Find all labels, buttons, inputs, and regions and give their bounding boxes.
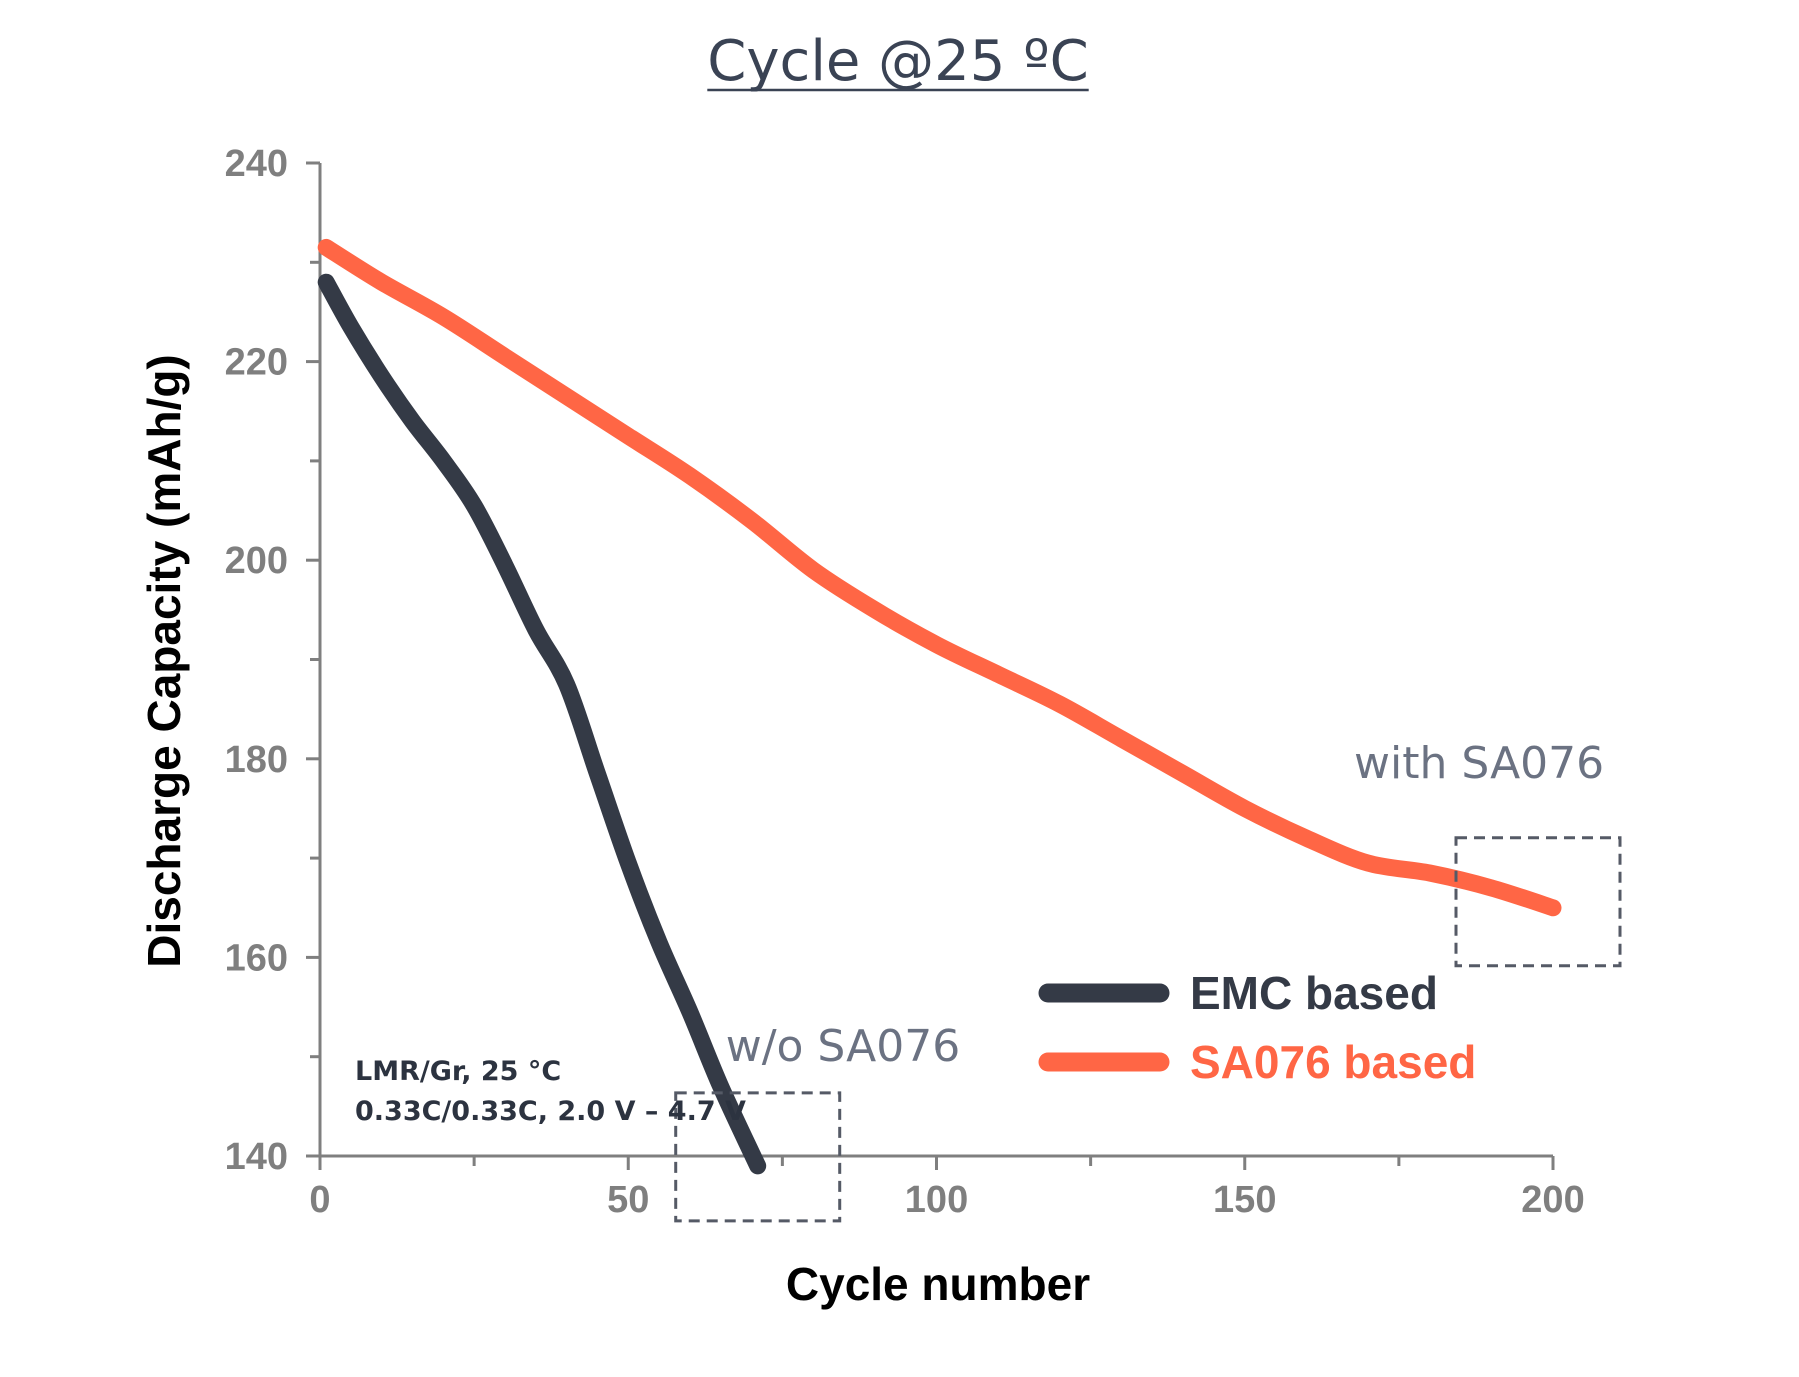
annotation-box (1454, 836, 1622, 968)
annotation-label: with SA076 (1354, 738, 1604, 789)
series-lines (317, 238, 1562, 1175)
x-axis-ticks: 0 50 100 150 200 (309, 1156, 1585, 1221)
legend-label: SA076 based (1190, 1036, 1476, 1088)
annotation-label: w/o SA076 (726, 1021, 961, 1072)
x-tick-label: 200 (1521, 1179, 1584, 1221)
y-tick-label: 220 (225, 342, 288, 384)
x-tick-label: 150 (1213, 1179, 1276, 1221)
chart-title: Cycle @25 ºC (707, 29, 1088, 94)
chart-title-group: Cycle @25 ºC (707, 29, 1089, 94)
x-axis-label: Cycle number (786, 1258, 1090, 1310)
y-tick-label: 200 (225, 540, 288, 582)
test-conditions: LMR/Gr, 25 °C 0.33C/0.33C, 2.0 V – 4.7 V (355, 1056, 746, 1127)
condition-line-2: 0.33C/0.33C, 2.0 V – 4.7 V (355, 1096, 746, 1127)
y-axis-label: Discharge Capacity (mAh/g) (138, 354, 190, 967)
y-tick-label: 160 (225, 937, 288, 979)
annotations: w/o SA076 with SA076 (674, 738, 1622, 1223)
y-tick-label: 180 (225, 739, 288, 781)
y-tick-label: 140 (225, 1136, 288, 1178)
series-line-emc-based (317, 273, 767, 1175)
y-tick-label: 240 (225, 143, 288, 185)
x-tick-label: 100 (905, 1179, 968, 1221)
y-axis-ticks: 140 160 180 200 220 240 (225, 143, 320, 1178)
legend-label: EMC based (1190, 967, 1438, 1019)
condition-line-1: LMR/Gr, 25 °C (355, 1056, 561, 1087)
x-tick-label: 50 (607, 1179, 649, 1221)
legend: EMC based SA076 based (1038, 967, 1476, 1088)
x-tick-label: 0 (309, 1179, 330, 1221)
annotation-box (674, 1091, 842, 1223)
series-line-sa076-based (317, 238, 1562, 917)
